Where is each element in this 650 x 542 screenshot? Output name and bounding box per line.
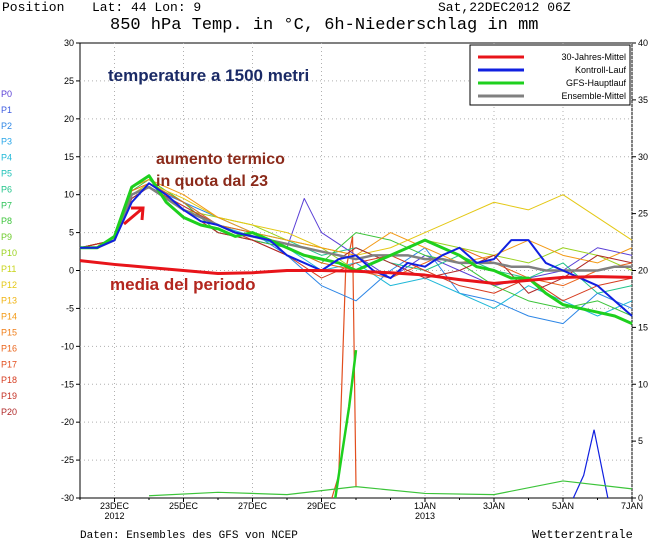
- annotation-warming-line1: aumento termico: [156, 151, 285, 168]
- y-left-tick-label: -20: [61, 417, 74, 427]
- y-left-tick-label: 20: [64, 114, 74, 124]
- y-left-tick-label: 25: [64, 76, 74, 86]
- member-label: P10: [1, 248, 17, 258]
- footer-source: Daten: Ensembles des GFS von NCEP: [80, 530, 298, 542]
- temperature-series: [79, 174, 633, 325]
- legend-label: Kontroll-Lauf: [575, 65, 627, 75]
- member-label: P7: [1, 200, 12, 210]
- member-label: P12: [1, 280, 17, 290]
- y-left-tick-label: -30: [61, 493, 74, 503]
- y-left-tick-label: 15: [64, 152, 74, 162]
- member-label: P13: [1, 296, 17, 306]
- y-left-tick-label: -15: [61, 379, 74, 389]
- member-label: P17: [1, 359, 17, 369]
- y-left-tick-label: -25: [61, 455, 74, 465]
- y-right-tick-label: 5: [638, 436, 643, 446]
- legend-label: Ensemble-Mittel: [561, 91, 626, 101]
- annotation-upper-air: temperature a 1500 metri: [108, 66, 309, 85]
- warming-arrow: [123, 206, 145, 226]
- series-line: [80, 185, 632, 272]
- x-tick-label: 5JAN: [552, 501, 574, 511]
- y-left-tick-label: -5: [66, 303, 74, 313]
- member-label: P3: [1, 137, 12, 147]
- x-tick-year: 2013: [415, 511, 435, 521]
- y-right-tick-label: 40: [638, 38, 648, 48]
- legend: 30-Jahres-Mittel Kontroll-Lauf GFS-Hauptla…: [469, 44, 631, 106]
- y-left-tick-label: 10: [64, 190, 74, 200]
- member-label: P11: [1, 264, 16, 274]
- member-label: P0: [1, 89, 12, 99]
- x-tick-label: 27DEC: [238, 501, 268, 511]
- member-label: P9: [1, 232, 12, 242]
- y-left-tick-label: 30: [64, 38, 74, 48]
- y-right-tick-label: 30: [638, 152, 648, 162]
- coords-label: Lat: 44 Lon: 9: [92, 0, 201, 15]
- x-tick-label: 3JAN: [483, 501, 505, 511]
- y-left-tick-label: -10: [61, 341, 74, 351]
- y-axis-left: -30 -25 -20 -15 -10 -5 0 5 10 15 20 25 30: [61, 38, 80, 503]
- member-label: P15: [1, 328, 17, 338]
- y-right-tick-label: 10: [638, 379, 648, 389]
- member-label: P6: [1, 184, 12, 194]
- y-left-tick-label: 0: [69, 266, 74, 276]
- series-line: [80, 182, 633, 317]
- member-label: P14: [1, 312, 17, 322]
- member-label: P8: [1, 216, 12, 226]
- member-label: P5: [1, 169, 12, 179]
- y-right-tick-label: 0: [638, 493, 643, 503]
- series-line: [79, 259, 633, 285]
- precip-line: [148, 480, 633, 497]
- y-right-tick-label: 15: [638, 322, 648, 332]
- member-label: P16: [1, 343, 17, 353]
- x-tick-label: 23DEC: [100, 501, 130, 511]
- forecast-datetime: Sat,22DEC2012 06Z: [438, 0, 571, 15]
- x-tick-label: 29DEC: [307, 501, 337, 511]
- series-line: [79, 179, 633, 264]
- x-tick-label: 25DEC: [169, 501, 199, 511]
- legend-label: GFS-Hauptlauf: [566, 78, 627, 88]
- member-label: P20: [1, 407, 17, 417]
- member-label: P19: [1, 391, 17, 401]
- member-label: P2: [1, 121, 12, 131]
- legend-label: 30-Jahres-Mittel: [561, 52, 626, 62]
- x-tick-label: 7JAN: [621, 501, 643, 511]
- x-tick-label: 1JAN: [414, 501, 436, 511]
- y-right-tick-label: 20: [638, 266, 648, 276]
- annotation-period-mean: media del periodo: [110, 275, 255, 294]
- member-label: P4: [1, 153, 12, 163]
- position-label: Position: [2, 0, 64, 15]
- y-right-tick-label: 35: [638, 95, 648, 105]
- y-right-tick-label: 25: [638, 209, 648, 219]
- y-axis-right: 0 5 10 15 20 25 30 35 40: [632, 38, 648, 503]
- chart-title: 850 hPa Temp. in °C, 6h-Niederschlag in …: [110, 16, 538, 35]
- precip-line: [334, 349, 358, 499]
- member-label: P1: [1, 105, 12, 115]
- y-left-tick-label: 5: [69, 228, 74, 238]
- footer-brand: Wetterzentrale: [532, 528, 633, 542]
- x-tick-year: 2012: [104, 511, 124, 521]
- member-label: P18: [1, 375, 17, 385]
- series-line: [79, 179, 633, 317]
- member-labels: P0 P1 P2 P3 P4 P5 P6 P7 P8 P9 P10 P11 P12 P13 P14 P15 P1…: [1, 89, 17, 417]
- annotation-warming-line2: in quota dal 23: [156, 173, 268, 190]
